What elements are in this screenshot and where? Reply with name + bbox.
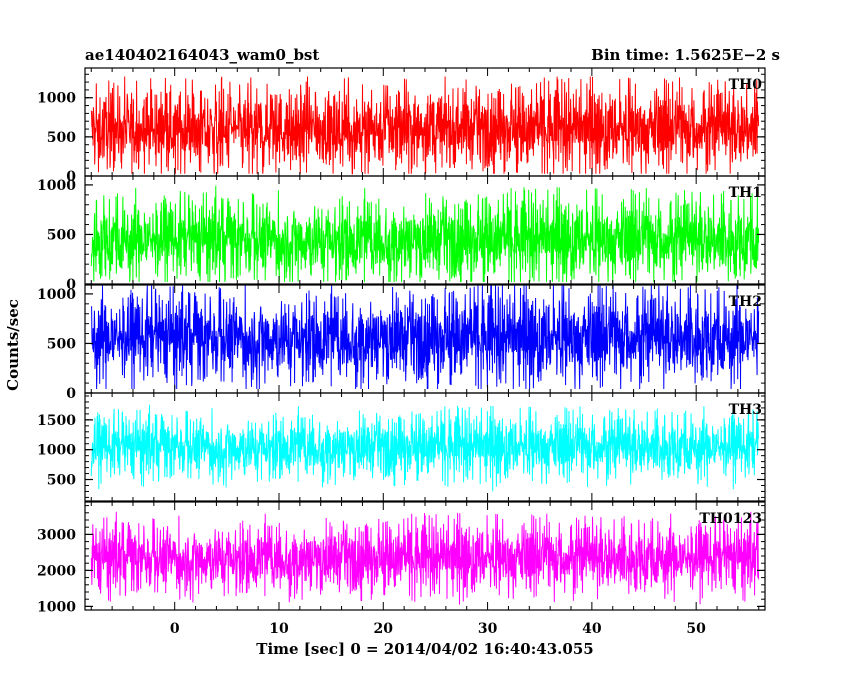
y-tick-label: 0 xyxy=(66,386,76,402)
x-tick-label: 50 xyxy=(686,621,706,637)
panel-th0123: 1000 2000 3000 TH0123 xyxy=(37,501,766,615)
y-tick-label: 1000 xyxy=(37,287,76,303)
x-tick-label: 30 xyxy=(478,621,498,637)
y-tick-label: 1000 xyxy=(37,599,76,615)
y-tick-label: 0 xyxy=(66,169,76,185)
y-tick-label: 500 xyxy=(47,336,76,352)
y-tick-label: 1500 xyxy=(37,413,76,429)
series-th0 xyxy=(90,76,760,175)
y-tick-label: 1000 xyxy=(37,91,76,107)
panel-label-th2: TH2 xyxy=(729,294,762,310)
y-tick-label: 0 xyxy=(66,277,76,293)
x-tick-label: 0 xyxy=(170,621,180,637)
y-tick-label: 500 xyxy=(47,473,76,489)
plot-title-left: ae140402164043_wam0_bst xyxy=(85,46,319,64)
panel-th0: 0 500 1000 TH0 xyxy=(37,67,766,185)
plot-title-right: Bin time: 1.5625E−2 s xyxy=(591,46,780,64)
panel-label-th0123: TH0123 xyxy=(699,511,762,527)
x-tick-label: 10 xyxy=(269,621,289,637)
y-tick-label: 2000 xyxy=(37,563,76,579)
panel-th3: 500 1000 1500 TH3 xyxy=(37,392,766,502)
panel-stack: 0 500 1000 TH0 0 500 1000 TH1 0 500 1000 TH2 500 1000… xyxy=(37,67,766,615)
x-tick-label: 40 xyxy=(582,621,602,637)
x-tick-label: 20 xyxy=(374,621,394,637)
panel-label-th0: TH0 xyxy=(729,77,763,93)
panel-th1: 0 500 1000 TH1 xyxy=(37,175,766,293)
x-axis-title: Time [sec] 0 = 2014/04/02 16:40:43.055 xyxy=(256,640,593,658)
y-tick-label: 3000 xyxy=(37,527,76,543)
x-axis: 0 10 20 30 40 50 xyxy=(170,621,706,637)
y-axis-title: Counts/sec xyxy=(4,299,22,391)
y-tick-label: 500 xyxy=(47,130,76,146)
y-tick-label: 1000 xyxy=(37,443,76,459)
series-th0123 xyxy=(90,511,760,605)
series-th2 xyxy=(90,285,760,390)
panel-th2: 0 500 1000 TH2 xyxy=(37,284,766,402)
y-tick-label: 1000 xyxy=(37,178,76,194)
series-th3 xyxy=(90,404,760,492)
y-tick-label: 500 xyxy=(47,227,76,243)
panel-label-th1: TH1 xyxy=(729,185,762,201)
panel-label-th3: TH3 xyxy=(729,402,762,418)
series-th1 xyxy=(90,185,760,283)
